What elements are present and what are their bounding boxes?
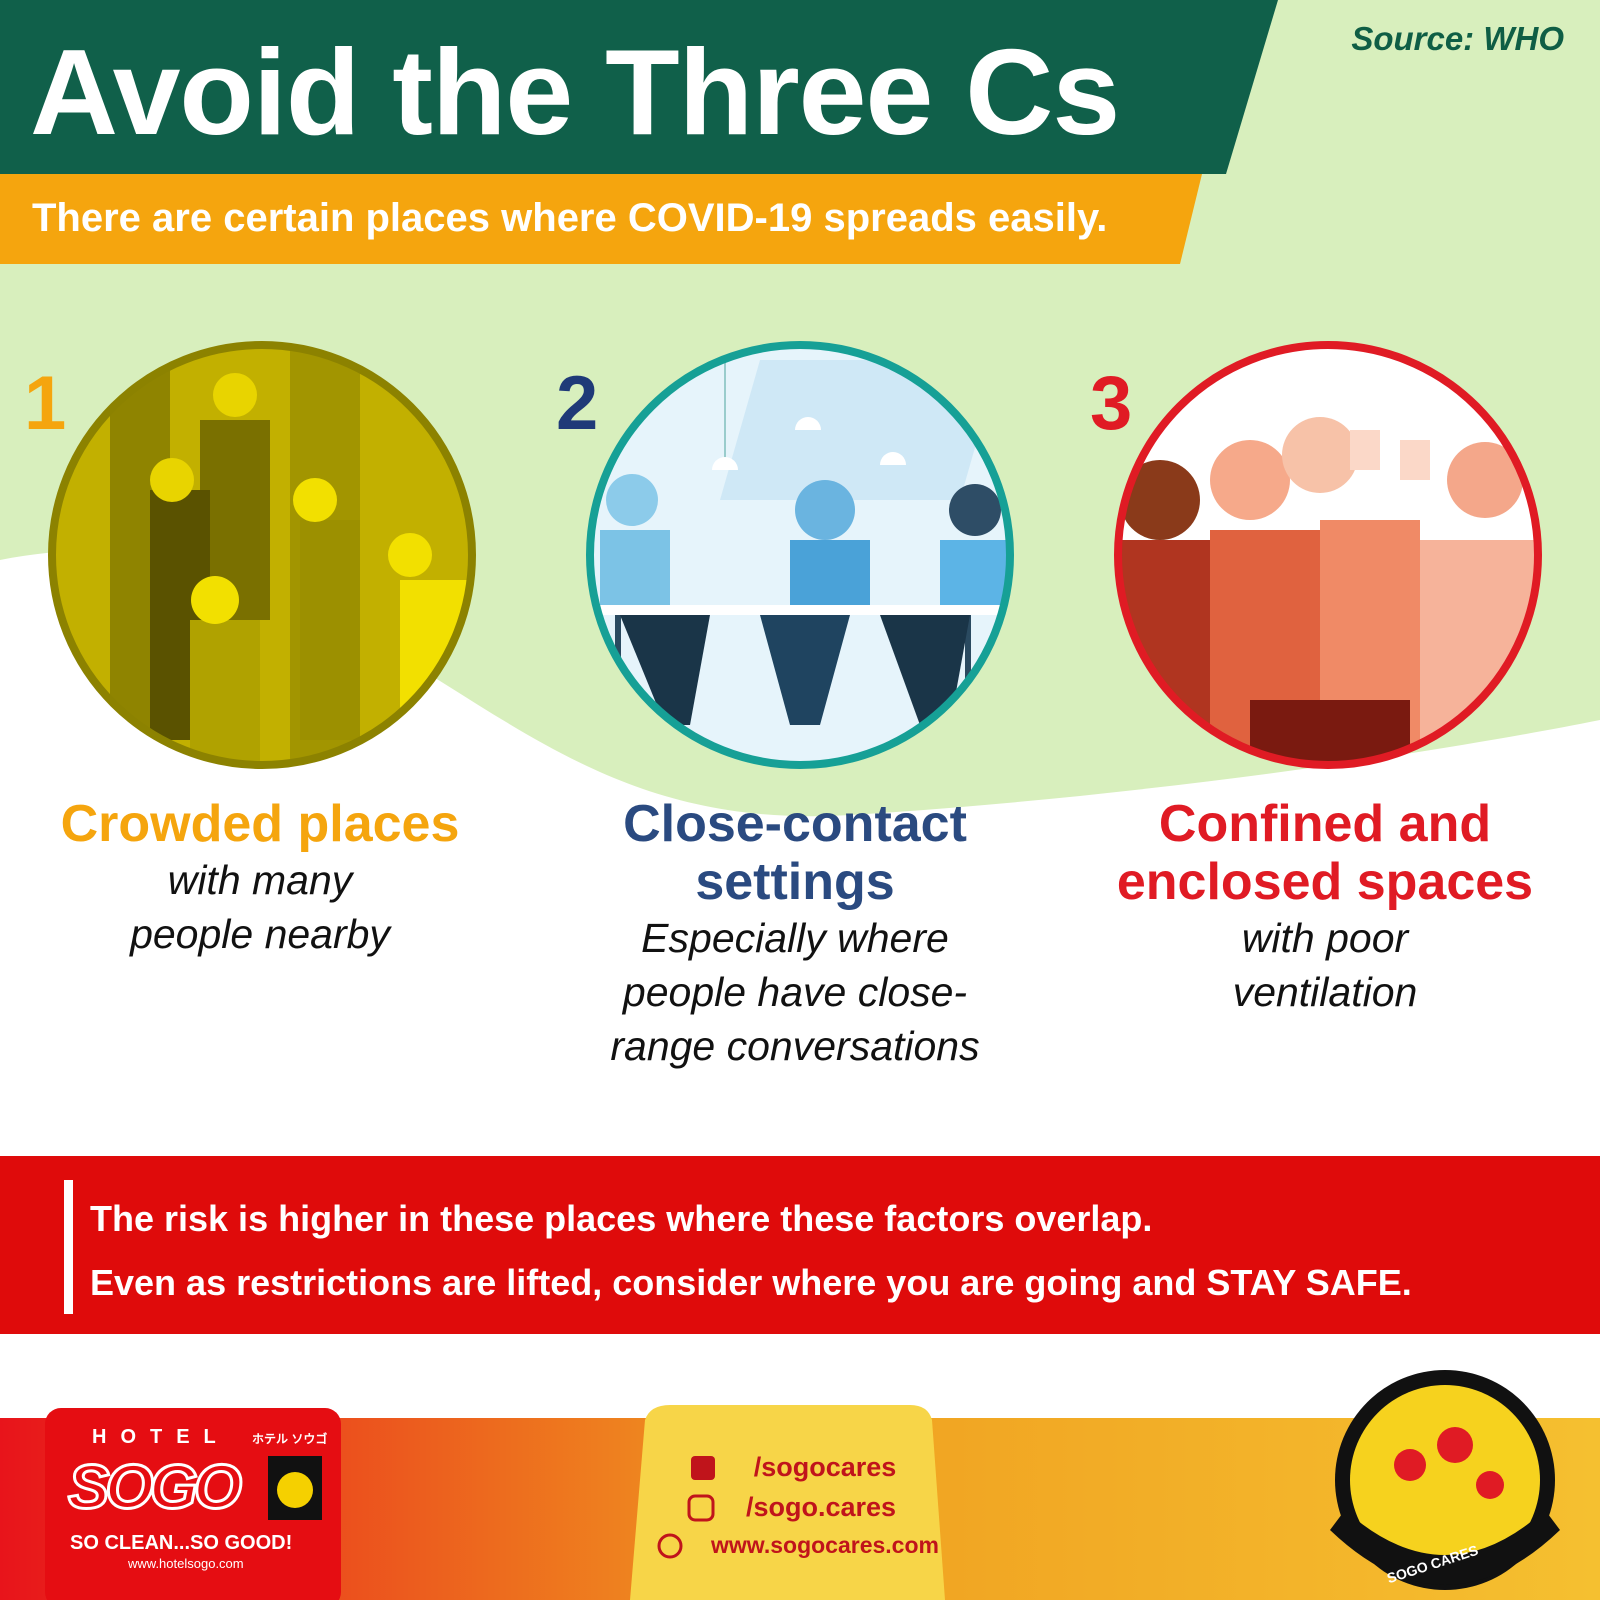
facebook-link[interactable]: /sogocares — [753, 1452, 897, 1482]
banner-bar — [64, 1180, 73, 1314]
item-heading: Confined and enclosed spaces — [1116, 795, 1534, 911]
item-number: 1 — [24, 361, 67, 446]
risk-banner — [0, 1156, 1600, 1334]
banner-line: Even as restrictions are lifted, conside… — [90, 1262, 1412, 1303]
item-description: with many people nearby — [130, 857, 390, 957]
subtitle: There are certain places where COVID-19 … — [32, 196, 1108, 240]
item-description: with poor ventilation — [1232, 915, 1418, 1015]
header-band — [0, 0, 1278, 174]
facebook-icon — [691, 1456, 715, 1480]
logo-brand: SOGO — [66, 1452, 243, 1524]
circle-frame — [48, 341, 476, 769]
title: Avoid the Three Cs — [30, 24, 1120, 160]
badge — [1350, 1385, 1540, 1575]
item-heading: Close-contact settings — [623, 795, 967, 911]
crowd-illustration — [54, 347, 470, 763]
item: Confined and enclosed spaces with poor v… — [1085, 795, 1565, 1019]
circle-frame — [1114, 341, 1542, 769]
item: Close-contact settings Especially where … — [555, 795, 1035, 1073]
cafe-illustration — [592, 347, 1008, 763]
item: Crowded places with many people nearby — [20, 795, 500, 961]
source: Source: WHO — [1351, 20, 1564, 57]
item-number: 3 — [1090, 361, 1133, 446]
logo-slogan: SO CLEAN...SO GOOD! — [70, 1532, 293, 1554]
banner-line: The risk is higher in these places where… — [90, 1198, 1153, 1239]
instagram-link[interactable]: /sogo.cares — [745, 1492, 897, 1522]
logo-hotel: HOTEL — [92, 1426, 230, 1448]
item-heading: Crowded places — [60, 795, 460, 853]
circle-frame — [586, 341, 1014, 769]
globe-icon — [657, 1533, 683, 1559]
item-number: 2 — [556, 361, 599, 446]
logo-website: www.hotelsogo.com — [128, 1556, 244, 1571]
subtitle-band — [0, 174, 1202, 264]
instagram-icon — [687, 1494, 715, 1522]
links-box — [630, 1405, 945, 1600]
logo-japanese: ホテル ソウゴ — [252, 1432, 328, 1446]
logo-box — [45, 1408, 341, 1600]
website-link[interactable]: www.sogocares.com — [711, 1532, 939, 1558]
item-description: Especially where people have close-range… — [610, 915, 980, 1069]
